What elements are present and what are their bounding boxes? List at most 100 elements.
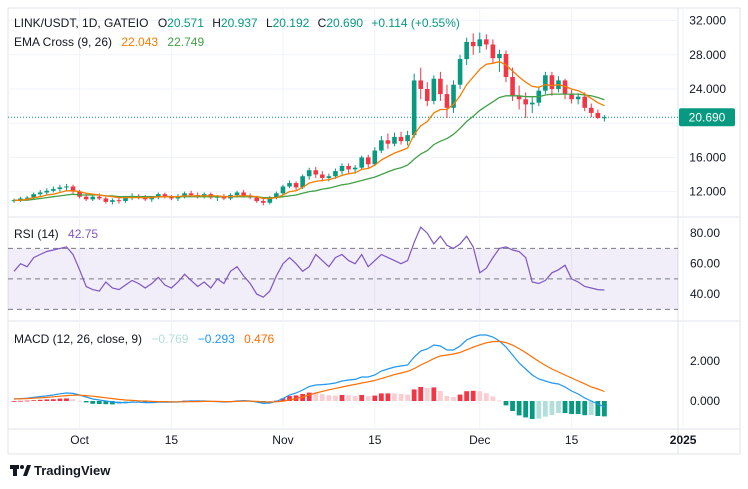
macd-histogram-bar (352, 396, 358, 401)
candle (438, 71, 443, 101)
candle-body (169, 196, 174, 199)
candle-body (260, 201, 266, 203)
candle-body (254, 197, 260, 202)
candle-body (346, 165, 351, 170)
macd-histogram-bar (313, 393, 319, 401)
rsi-band (8, 247, 678, 310)
current-price-badge (679, 108, 735, 127)
candle-body (70, 186, 76, 192)
candle (116, 197, 122, 204)
candle (543, 71, 548, 95)
price-tick-label: 24.000 (689, 82, 726, 96)
candle-body (339, 165, 345, 172)
grid (8, 8, 684, 429)
time-tick-label: Dec (469, 433, 490, 447)
macd-histogram-bar (372, 395, 378, 401)
candle-body (365, 157, 371, 165)
candle-body (221, 196, 227, 199)
macd-histogram-bar (457, 394, 463, 401)
tradingview-logo[interactable]: TradingView (10, 463, 111, 478)
candle-body (313, 170, 319, 175)
change-value: +0.114 (+0.55%) (371, 16, 460, 30)
candle (260, 198, 266, 206)
candle (339, 163, 345, 175)
macd-histogram-bar (103, 401, 109, 405)
candle (182, 191, 187, 199)
ema-slow-line (14, 93, 605, 201)
macd-histogram-bar (523, 401, 529, 418)
candle (287, 180, 292, 189)
candle (110, 198, 115, 205)
candle-body (123, 197, 128, 202)
price-tick-label: 32.000 (689, 14, 726, 28)
candle (70, 184, 76, 194)
candle-body (352, 167, 358, 170)
macd-histogram-bar (575, 401, 581, 414)
macd-histogram-bar (477, 391, 483, 401)
macd-histogram-bar (18, 400, 23, 402)
macd-histogram-bar (326, 395, 332, 401)
candle (346, 163, 351, 173)
candle-body (280, 186, 286, 194)
rsi-value: 42.75 (68, 227, 98, 241)
macd-title: MACD (12, 26, close, 9) (14, 332, 142, 346)
candle-body (51, 189, 56, 191)
candle (516, 85, 522, 110)
candle-body (549, 75, 555, 89)
macd-histogram-bar (398, 394, 404, 401)
candle (280, 184, 286, 196)
candle-body (31, 194, 36, 198)
candle (470, 33, 476, 55)
macd-histogram-bar (405, 394, 410, 401)
open-value: 20.571 (167, 16, 204, 30)
macd-histogram-bar (556, 401, 561, 413)
candle (398, 131, 404, 145)
candle-body (418, 80, 424, 89)
macd-histogram-bar (306, 392, 312, 401)
candle-body (510, 77, 515, 96)
high-value: 20.937 (221, 16, 258, 30)
macd-histogram-bar (483, 393, 489, 401)
macd-histogram-bar (536, 401, 542, 419)
macd-histogram-bar (96, 401, 102, 404)
candle (90, 195, 96, 202)
candle (359, 155, 364, 170)
macd-histogram-bar (490, 396, 496, 401)
candle (464, 37, 469, 66)
candle-body (149, 197, 155, 200)
ema-legend: EMA Cross (9, 26) 22.043 22.749 (14, 35, 204, 49)
candle-body (44, 190, 50, 193)
candle-body (287, 183, 292, 187)
macd-histogram-bar (542, 401, 548, 417)
candle-body (431, 78, 437, 101)
macd-histogram-bar (280, 398, 286, 401)
candle-body (320, 174, 325, 178)
axes: 12.000 16.000 24.000 28.000 32.000 20.690 Oct 1… (70, 14, 735, 447)
macd-histogram-bar (83, 401, 89, 403)
ema-fast-value: 22.043 (121, 35, 158, 49)
time-tick-label: Oct (70, 433, 89, 447)
candle-body (103, 198, 109, 202)
macd-histogram-bar (510, 401, 515, 411)
candle (103, 196, 109, 204)
macd-histogram-bar (57, 398, 63, 401)
candle (411, 73, 417, 138)
candle (365, 154, 371, 168)
macd-histogram-bar (50, 399, 56, 401)
time-tick-label: 15 (368, 433, 382, 447)
candle-body (188, 193, 194, 196)
macd-histogram-bar (339, 395, 345, 401)
ema-title: EMA Cross (9, 26) (14, 35, 112, 49)
macd-histogram-bar (90, 401, 96, 404)
price-tick-label: 16.000 (689, 150, 726, 164)
candle (169, 195, 174, 201)
macd-histogram-bar (569, 401, 574, 414)
candle (497, 49, 502, 72)
macd-histogram-bar (24, 400, 30, 402)
candle-body (523, 99, 528, 105)
candle (18, 196, 23, 202)
candle-body (18, 198, 23, 201)
candle (405, 130, 410, 146)
candle-body (201, 194, 207, 196)
